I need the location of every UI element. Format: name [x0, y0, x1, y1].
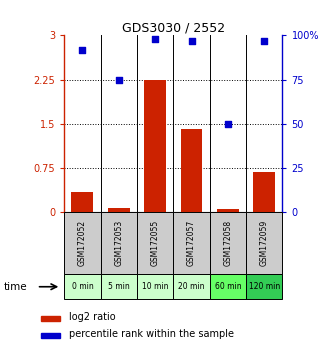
Bar [144, 80, 166, 212]
Text: GSM172059: GSM172059 [260, 220, 269, 267]
Bar [253, 172, 275, 212]
Point [116, 77, 121, 82]
Bar [173, 212, 210, 274]
Bar [108, 208, 130, 212]
Bar [137, 212, 173, 274]
Title: GDS3030 / 2552: GDS3030 / 2552 [122, 21, 225, 34]
Bar [41, 333, 60, 337]
Text: 10 min: 10 min [142, 282, 169, 291]
Bar [181, 129, 203, 212]
Text: percentile rank within the sample: percentile rank within the sample [69, 329, 234, 339]
Bar [210, 212, 246, 274]
Point [80, 47, 85, 52]
Text: GSM172055: GSM172055 [151, 220, 160, 267]
Point [225, 121, 230, 127]
Text: 20 min: 20 min [178, 282, 205, 291]
Text: log2 ratio: log2 ratio [69, 312, 116, 322]
Bar [246, 274, 282, 299]
Bar [72, 192, 93, 212]
Point [262, 38, 267, 44]
Bar [210, 274, 246, 299]
Bar [100, 274, 137, 299]
Point [152, 36, 158, 42]
Bar [41, 316, 60, 320]
Bar [137, 274, 173, 299]
Text: time: time [3, 282, 27, 292]
Text: GSM172052: GSM172052 [78, 220, 87, 267]
Text: 0 min: 0 min [72, 282, 93, 291]
Text: GSM172057: GSM172057 [187, 220, 196, 267]
Text: 5 min: 5 min [108, 282, 130, 291]
Text: GSM172053: GSM172053 [114, 220, 123, 267]
Text: GSM172058: GSM172058 [223, 220, 232, 267]
Bar [64, 274, 100, 299]
Text: 120 min: 120 min [249, 282, 280, 291]
Bar [64, 212, 100, 274]
Bar [173, 274, 210, 299]
Point [189, 38, 194, 44]
Bar [246, 212, 282, 274]
Bar [217, 210, 239, 212]
Bar [100, 212, 137, 274]
Text: 60 min: 60 min [215, 282, 241, 291]
